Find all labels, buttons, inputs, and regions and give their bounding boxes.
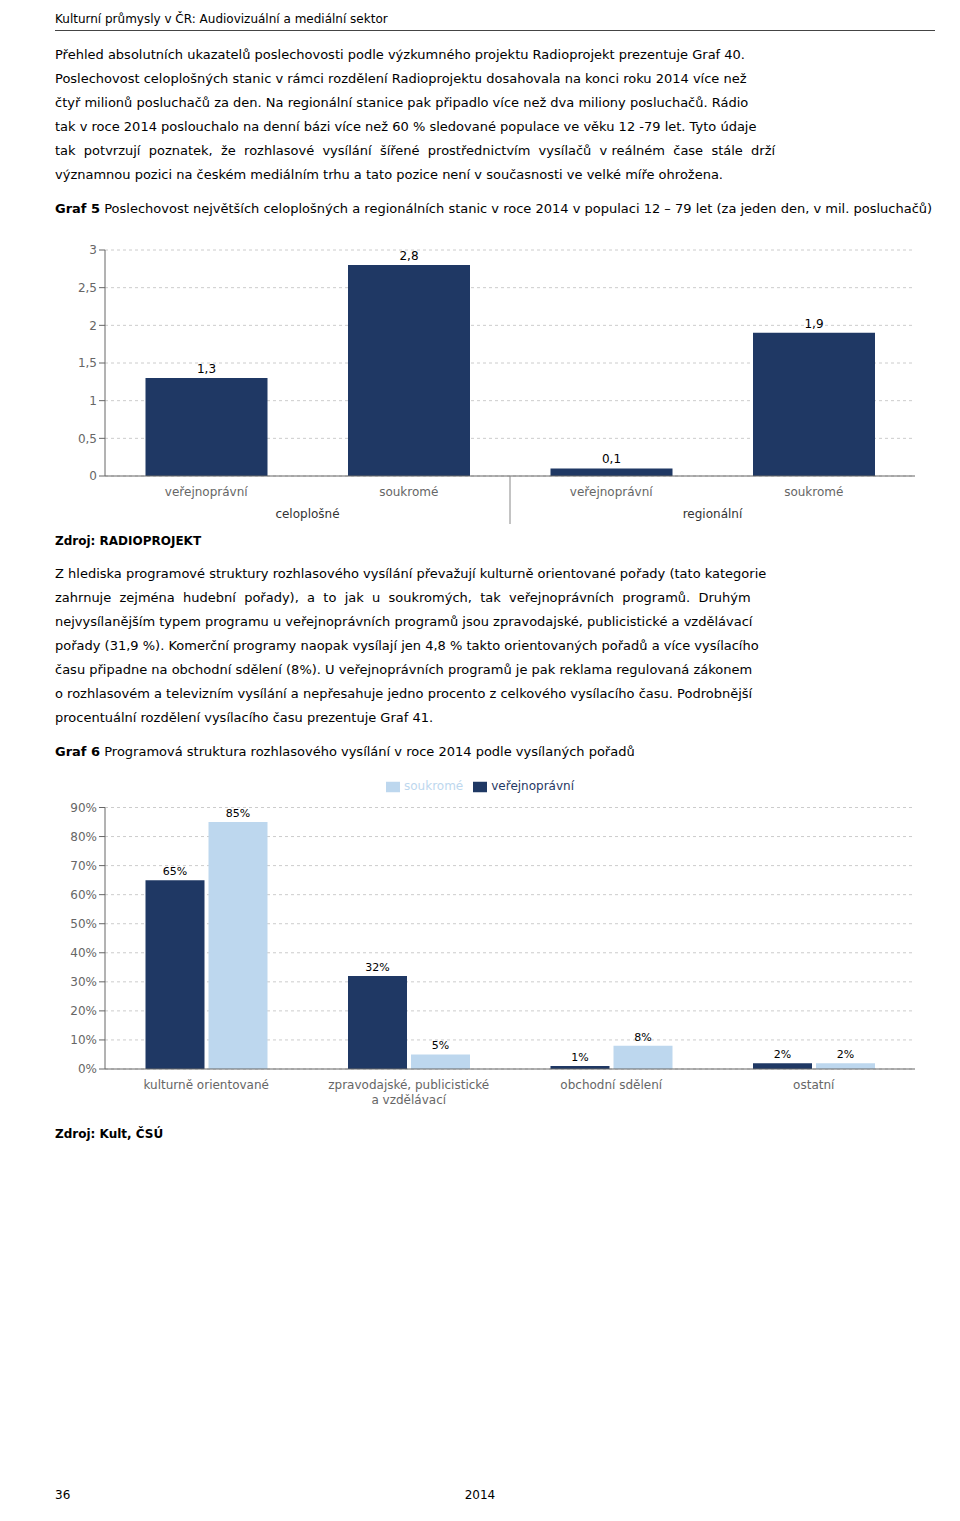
- svg-text:5%: 5%: [432, 1039, 449, 1052]
- svg-text:obchodní sdělení: obchodní sdělení: [560, 1078, 662, 1092]
- svg-text:80%: 80%: [70, 830, 97, 844]
- svg-text:1: 1: [89, 394, 97, 408]
- html-text:Zdroj: RADIOPROJEKT: Zdroj: RADIOPROJEKT: [55, 534, 202, 548]
- svg-text:70%: 70%: [70, 859, 97, 873]
- svg-text:20%: 20%: [70, 1004, 97, 1018]
- svg-text:40%: 40%: [70, 946, 97, 960]
- svg-text:regionální: regionální: [683, 507, 743, 521]
- svg-text:veřejnoprávní: veřejnoprávní: [570, 485, 653, 499]
- svg-text:celoplošné: celoplošné: [275, 507, 339, 521]
- svg-text:10%: 10%: [70, 1033, 97, 1047]
- html-text:Kulturní průmysly v ČR: Audiov: Kulturní průmysly v ČR: Audiovizuální a …: [55, 12, 388, 26]
- svg-text:1,9: 1,9: [804, 317, 823, 331]
- svg-text:32%: 32%: [365, 961, 389, 974]
- html-text:pořady (31,9 %). Komerční prog: pořady (31,9 %). Komerční programy naopa…: [55, 638, 759, 653]
- html-text:čtyř milionů posluchačů za den: čtyř milionů posluchačů za den. Na regio…: [55, 95, 749, 110]
- html-text:36: 36: [55, 1488, 71, 1502]
- html-text:tak potvrzují poznatek, že roz: tak potvrzují poznatek, že rozhlasové vy…: [55, 143, 776, 158]
- svg-text:2: 2: [89, 319, 97, 333]
- svg-text:85%: 85%: [226, 807, 250, 820]
- svg-text:soukromé: soukromé: [379, 485, 438, 499]
- html-text:Graf 5 Poslechovost největších: Graf 5 Poslechovost největších celoplošn…: [55, 201, 933, 216]
- html-text:Z hlediska programové struktur: Z hlediska programové struktury rozhlaso…: [55, 566, 767, 581]
- html-text:soukromé: soukromé: [404, 779, 464, 793]
- html-text:významnou pozici na českém med: významnou pozici na českém mediálním trh…: [55, 167, 723, 182]
- html-text:Graf 6 Programová struktura ro: Graf 6 Programová struktura rozhlasového…: [55, 744, 635, 759]
- svg-text:kulturně orientované: kulturně orientované: [144, 1078, 269, 1092]
- svg-text:65%: 65%: [163, 865, 187, 878]
- svg-text:8%: 8%: [634, 1031, 651, 1044]
- svg-text:0,1: 0,1: [602, 452, 621, 466]
- svg-text:1%: 1%: [571, 1051, 588, 1064]
- svg-text:3: 3: [89, 243, 97, 257]
- svg-text:0: 0: [89, 469, 97, 483]
- html-text:času připadne na obchodní sděl: času připadne na obchodní sdělení (8%). …: [55, 662, 753, 677]
- html-text:zahrnuje zejména hudební pořad: zahrnuje zejména hudební pořady), a to j…: [55, 590, 751, 605]
- html-text:Přehled absolutních ukazatelů: Přehled absolutních ukazatelů poslechovo…: [55, 47, 745, 62]
- svg-text:2%: 2%: [837, 1048, 854, 1061]
- svg-text:2%: 2%: [774, 1048, 791, 1061]
- svg-text:2,5: 2,5: [78, 281, 97, 295]
- svg-text:50%: 50%: [70, 917, 97, 931]
- svg-text:2,8: 2,8: [399, 249, 418, 263]
- svg-text:ostatní: ostatní: [793, 1078, 835, 1092]
- svg-text:zpravodajské, publicistickéa v: zpravodajské, publicistickéa vzdělávací: [328, 1078, 489, 1107]
- svg-text:veřejnoprávní: veřejnoprávní: [165, 485, 248, 499]
- html-text:Poslechovost celoplošných stan: Poslechovost celoplošných stanic v rámci…: [55, 71, 747, 86]
- html-text:procentuální rozdělení vysílac: procentuální rozdělení vysílacího času p…: [55, 710, 434, 725]
- html-text:2014: 2014: [464, 1488, 496, 1502]
- html-text:o rozhlasovém a televizním vys: o rozhlasovém a televizním vysílání a ne…: [55, 686, 753, 701]
- html-text:veřejnoprávní: veřejnoprávní: [491, 779, 574, 793]
- svg-text:1,3: 1,3: [197, 362, 216, 376]
- html-text:tak v roce 2014 poslouchalo na: tak v roce 2014 poslouchalo na denní báz…: [55, 119, 757, 134]
- svg-text:60%: 60%: [70, 888, 97, 902]
- svg-text:0%: 0%: [78, 1062, 97, 1076]
- html-text:nejvysílanějším typem programu: nejvysílanějším typem programu u veřejno…: [55, 614, 753, 629]
- svg-text:30%: 30%: [70, 975, 97, 989]
- svg-text:1,5: 1,5: [78, 356, 97, 370]
- html-text:Zdroj: Kult, ČSÚ: Zdroj: Kult, ČSÚ: [55, 1127, 164, 1141]
- svg-text:soukromé: soukromé: [784, 485, 843, 499]
- svg-text:90%: 90%: [70, 801, 97, 815]
- svg-text:0,5: 0,5: [78, 432, 97, 446]
